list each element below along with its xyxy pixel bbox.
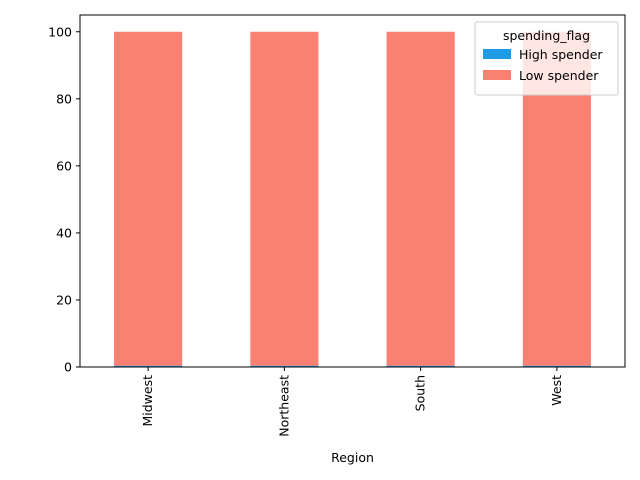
x-tick-label-west: West (549, 375, 564, 406)
plot-frame (79, 14, 626, 368)
x-tick-label-south: South (413, 375, 428, 411)
bar-south-low-spender (386, 31, 455, 366)
bar-south-high-spender (386, 365, 455, 367)
x-tick-label-northeast: Northeast (276, 375, 291, 437)
bar-midwest-high-spender (114, 365, 183, 367)
bar-northeast-low-spender (250, 31, 319, 366)
x-tick-label-midwest: Midwest (140, 375, 155, 427)
y-tick-label: 0 (64, 360, 72, 375)
y-tick-label: 20 (56, 292, 72, 307)
y-tick-label: 40 (56, 225, 72, 240)
x-axis-label: Region (331, 450, 374, 465)
legend-title: spending_flag (503, 28, 590, 43)
y-tick-label: 80 (56, 91, 72, 106)
legend: spending_flag High spender Low spender (474, 21, 619, 96)
y-tick-label: 60 (56, 158, 72, 173)
bar-midwest-low-spender (114, 31, 183, 366)
y-tick-label: 100 (48, 24, 72, 39)
legend-swatch-high-spender (483, 49, 511, 59)
y-axis: 0 20 40 60 80 100 (48, 24, 80, 375)
bar-west-high-spender (522, 365, 591, 367)
bar-northeast-high-spender (250, 365, 319, 367)
x-axis: Midwest Northeast South West (140, 367, 564, 437)
legend-swatch-low-spender (483, 70, 511, 80)
legend-label-low-spender: Low spender (519, 68, 599, 83)
legend-label-high-spender: High spender (519, 47, 603, 62)
